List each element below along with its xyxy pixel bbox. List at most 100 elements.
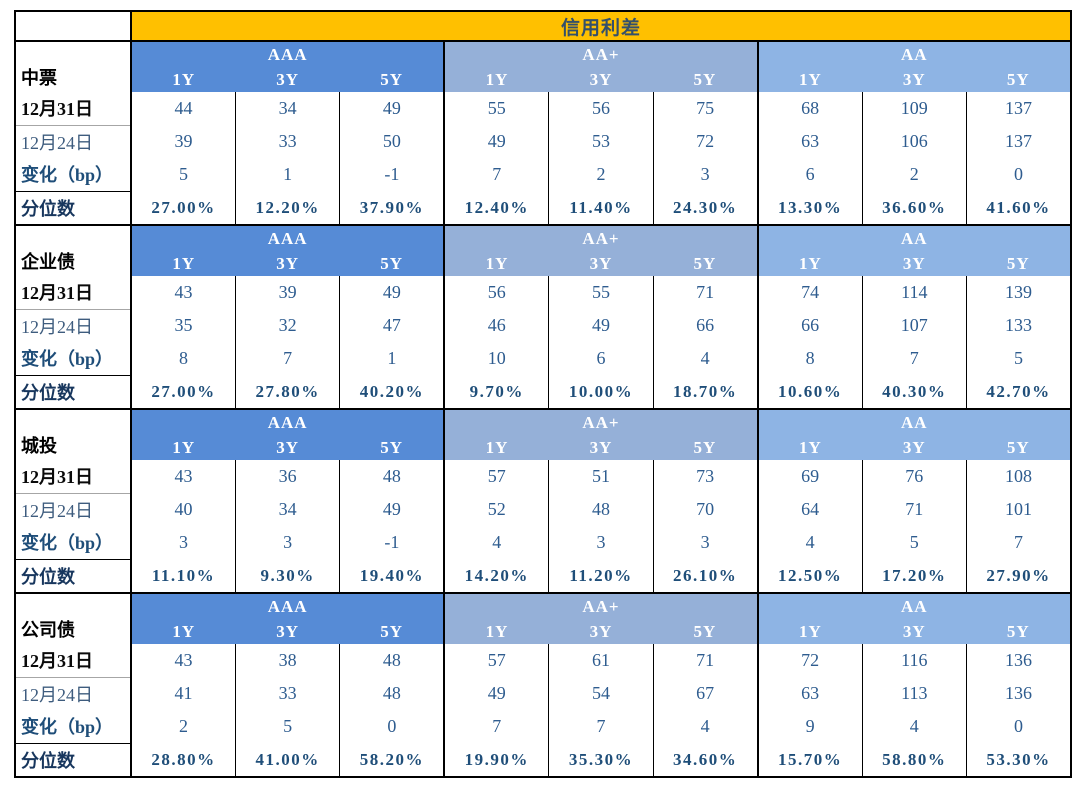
value-cell: 33: [234, 125, 340, 158]
row-label: 变化（bp）: [15, 158, 132, 192]
value-cell: 48: [339, 460, 445, 493]
value-cell: 52: [443, 493, 549, 526]
value-cell: 28.80%: [131, 743, 236, 778]
value-cell: 48: [339, 677, 445, 710]
row-label: 12月24日: [15, 125, 132, 158]
tenor-header: 5Y: [966, 67, 1071, 92]
rating-header: AAA: [131, 224, 445, 251]
tenor-header: 1Y: [131, 67, 236, 92]
value-cell: 10: [443, 342, 549, 375]
value-cell: 58.80%: [861, 743, 967, 778]
row-label: 12月31日: [15, 644, 132, 678]
row-label: 变化（bp）: [15, 526, 132, 560]
value-cell: 27.00%: [131, 191, 236, 226]
value-cell: 49: [339, 92, 445, 125]
table-title: 信用利差: [131, 11, 1071, 41]
table-row: 12月31日 43 38 48 57 61 71 72 116 136: [15, 644, 1071, 678]
value-cell: 41: [174, 683, 193, 703]
table-row: 12月31日 43 39 49 56 55 71 74 114 139: [15, 276, 1071, 310]
value-cell: 116: [861, 644, 967, 677]
value-cell: 58.20%: [339, 743, 445, 778]
tenor-header: 3Y: [862, 619, 967, 644]
value-cell: 108: [966, 460, 1071, 493]
value-cell: 66: [756, 309, 863, 342]
row-label: 变化（bp）: [15, 710, 132, 744]
value-cell: 63: [756, 125, 863, 158]
value-cell: 137: [966, 92, 1071, 125]
tenor-header: 5Y: [966, 435, 1071, 460]
row-label: 变化（bp）: [15, 342, 132, 376]
tenor-header-row: 1Y 3Y 5Y 1Y 3Y 5Y 1Y 3Y 5Y: [15, 619, 1071, 644]
value-cell: 8: [756, 342, 863, 375]
value-cell: 48: [339, 644, 445, 677]
table-row: 变化（bp） 2 5 0 7 7 4 9 4 0: [15, 710, 1071, 744]
rating-header-row: 企业债 AAA AA+ AA: [15, 224, 1071, 276]
value-cell: -1: [339, 158, 445, 191]
value-cell: 41.60%: [966, 191, 1071, 226]
value-cell: 57: [443, 460, 549, 493]
value-cell: 34: [234, 92, 340, 125]
value-cell: 49: [443, 677, 549, 710]
value-cell: 48: [548, 493, 654, 526]
value-cell: 73: [652, 460, 758, 493]
value-cell: 39: [234, 276, 340, 309]
value-cell: -1: [339, 526, 445, 559]
tenor-header: 5Y: [339, 619, 445, 644]
value-cell: 9.70%: [443, 375, 549, 410]
value-cell: 40.30%: [861, 375, 967, 410]
tenor-header: 3Y: [548, 251, 654, 276]
value-cell: 43: [174, 282, 193, 302]
value-cell: 12.20%: [234, 191, 340, 226]
value-cell: 0: [339, 710, 445, 743]
value-cell: 2: [178, 716, 188, 736]
value-cell: 4: [861, 710, 967, 743]
tenor-header: 3Y: [235, 251, 340, 276]
value-cell: 43: [174, 466, 193, 486]
tenor-header: 1Y: [756, 435, 863, 460]
rating-header: AAA: [131, 592, 445, 619]
value-cell: 61: [548, 644, 654, 677]
value-cell: 74: [756, 276, 863, 309]
tenor-header: 3Y: [862, 251, 967, 276]
value-cell: 2: [861, 158, 967, 191]
row-label: 12月31日: [15, 92, 132, 126]
tenor-header-row: 1Y 3Y 5Y 1Y 3Y 5Y 1Y 3Y 5Y: [15, 435, 1071, 460]
tenor-header: 5Y: [339, 251, 445, 276]
table-row: 12月31日 44 34 49 55 56 75 68 109 137: [15, 92, 1071, 126]
tenor-header: 3Y: [548, 67, 654, 92]
value-cell: 33: [234, 677, 340, 710]
value-cell: 35.30%: [548, 743, 654, 778]
rating-header-row: 公司债 AAA AA+ AA: [15, 592, 1071, 644]
value-cell: 14.20%: [443, 559, 549, 594]
value-cell: 18.70%: [652, 375, 758, 410]
value-cell: 49: [548, 309, 654, 342]
value-cell: 5: [966, 342, 1071, 375]
row-label: 12月24日: [15, 493, 132, 526]
section-name: 公司债: [15, 592, 132, 644]
rating-header-row: 中票 AAA AA+ AA: [15, 40, 1071, 92]
row-label: 12月24日: [15, 309, 132, 342]
row-label: 12月24日: [15, 677, 132, 710]
tenor-header: 1Y: [443, 619, 549, 644]
row-label: 分位数: [15, 375, 132, 410]
value-cell: 12.40%: [443, 191, 549, 226]
value-cell: 10.60%: [756, 375, 863, 410]
value-cell: 56: [443, 276, 549, 309]
row-label: 分位数: [15, 559, 132, 594]
value-cell: 8: [178, 348, 188, 368]
tenor-header: 5Y: [339, 67, 445, 92]
value-cell: 64: [756, 493, 863, 526]
tenor-header: 1Y: [756, 619, 863, 644]
value-cell: 57: [443, 644, 549, 677]
value-cell: 49: [443, 125, 549, 158]
tenor-header: 5Y: [339, 435, 445, 460]
value-cell: 1: [234, 158, 340, 191]
value-cell: 70: [652, 493, 758, 526]
tenor-header: 1Y: [756, 67, 863, 92]
value-cell: 39: [174, 131, 193, 151]
value-cell: 12.50%: [756, 559, 863, 594]
rating-header: AA+: [443, 224, 758, 251]
tenor-header: 5Y: [653, 435, 758, 460]
rating-header: AA: [756, 40, 1071, 67]
tenor-header: 3Y: [235, 67, 340, 92]
